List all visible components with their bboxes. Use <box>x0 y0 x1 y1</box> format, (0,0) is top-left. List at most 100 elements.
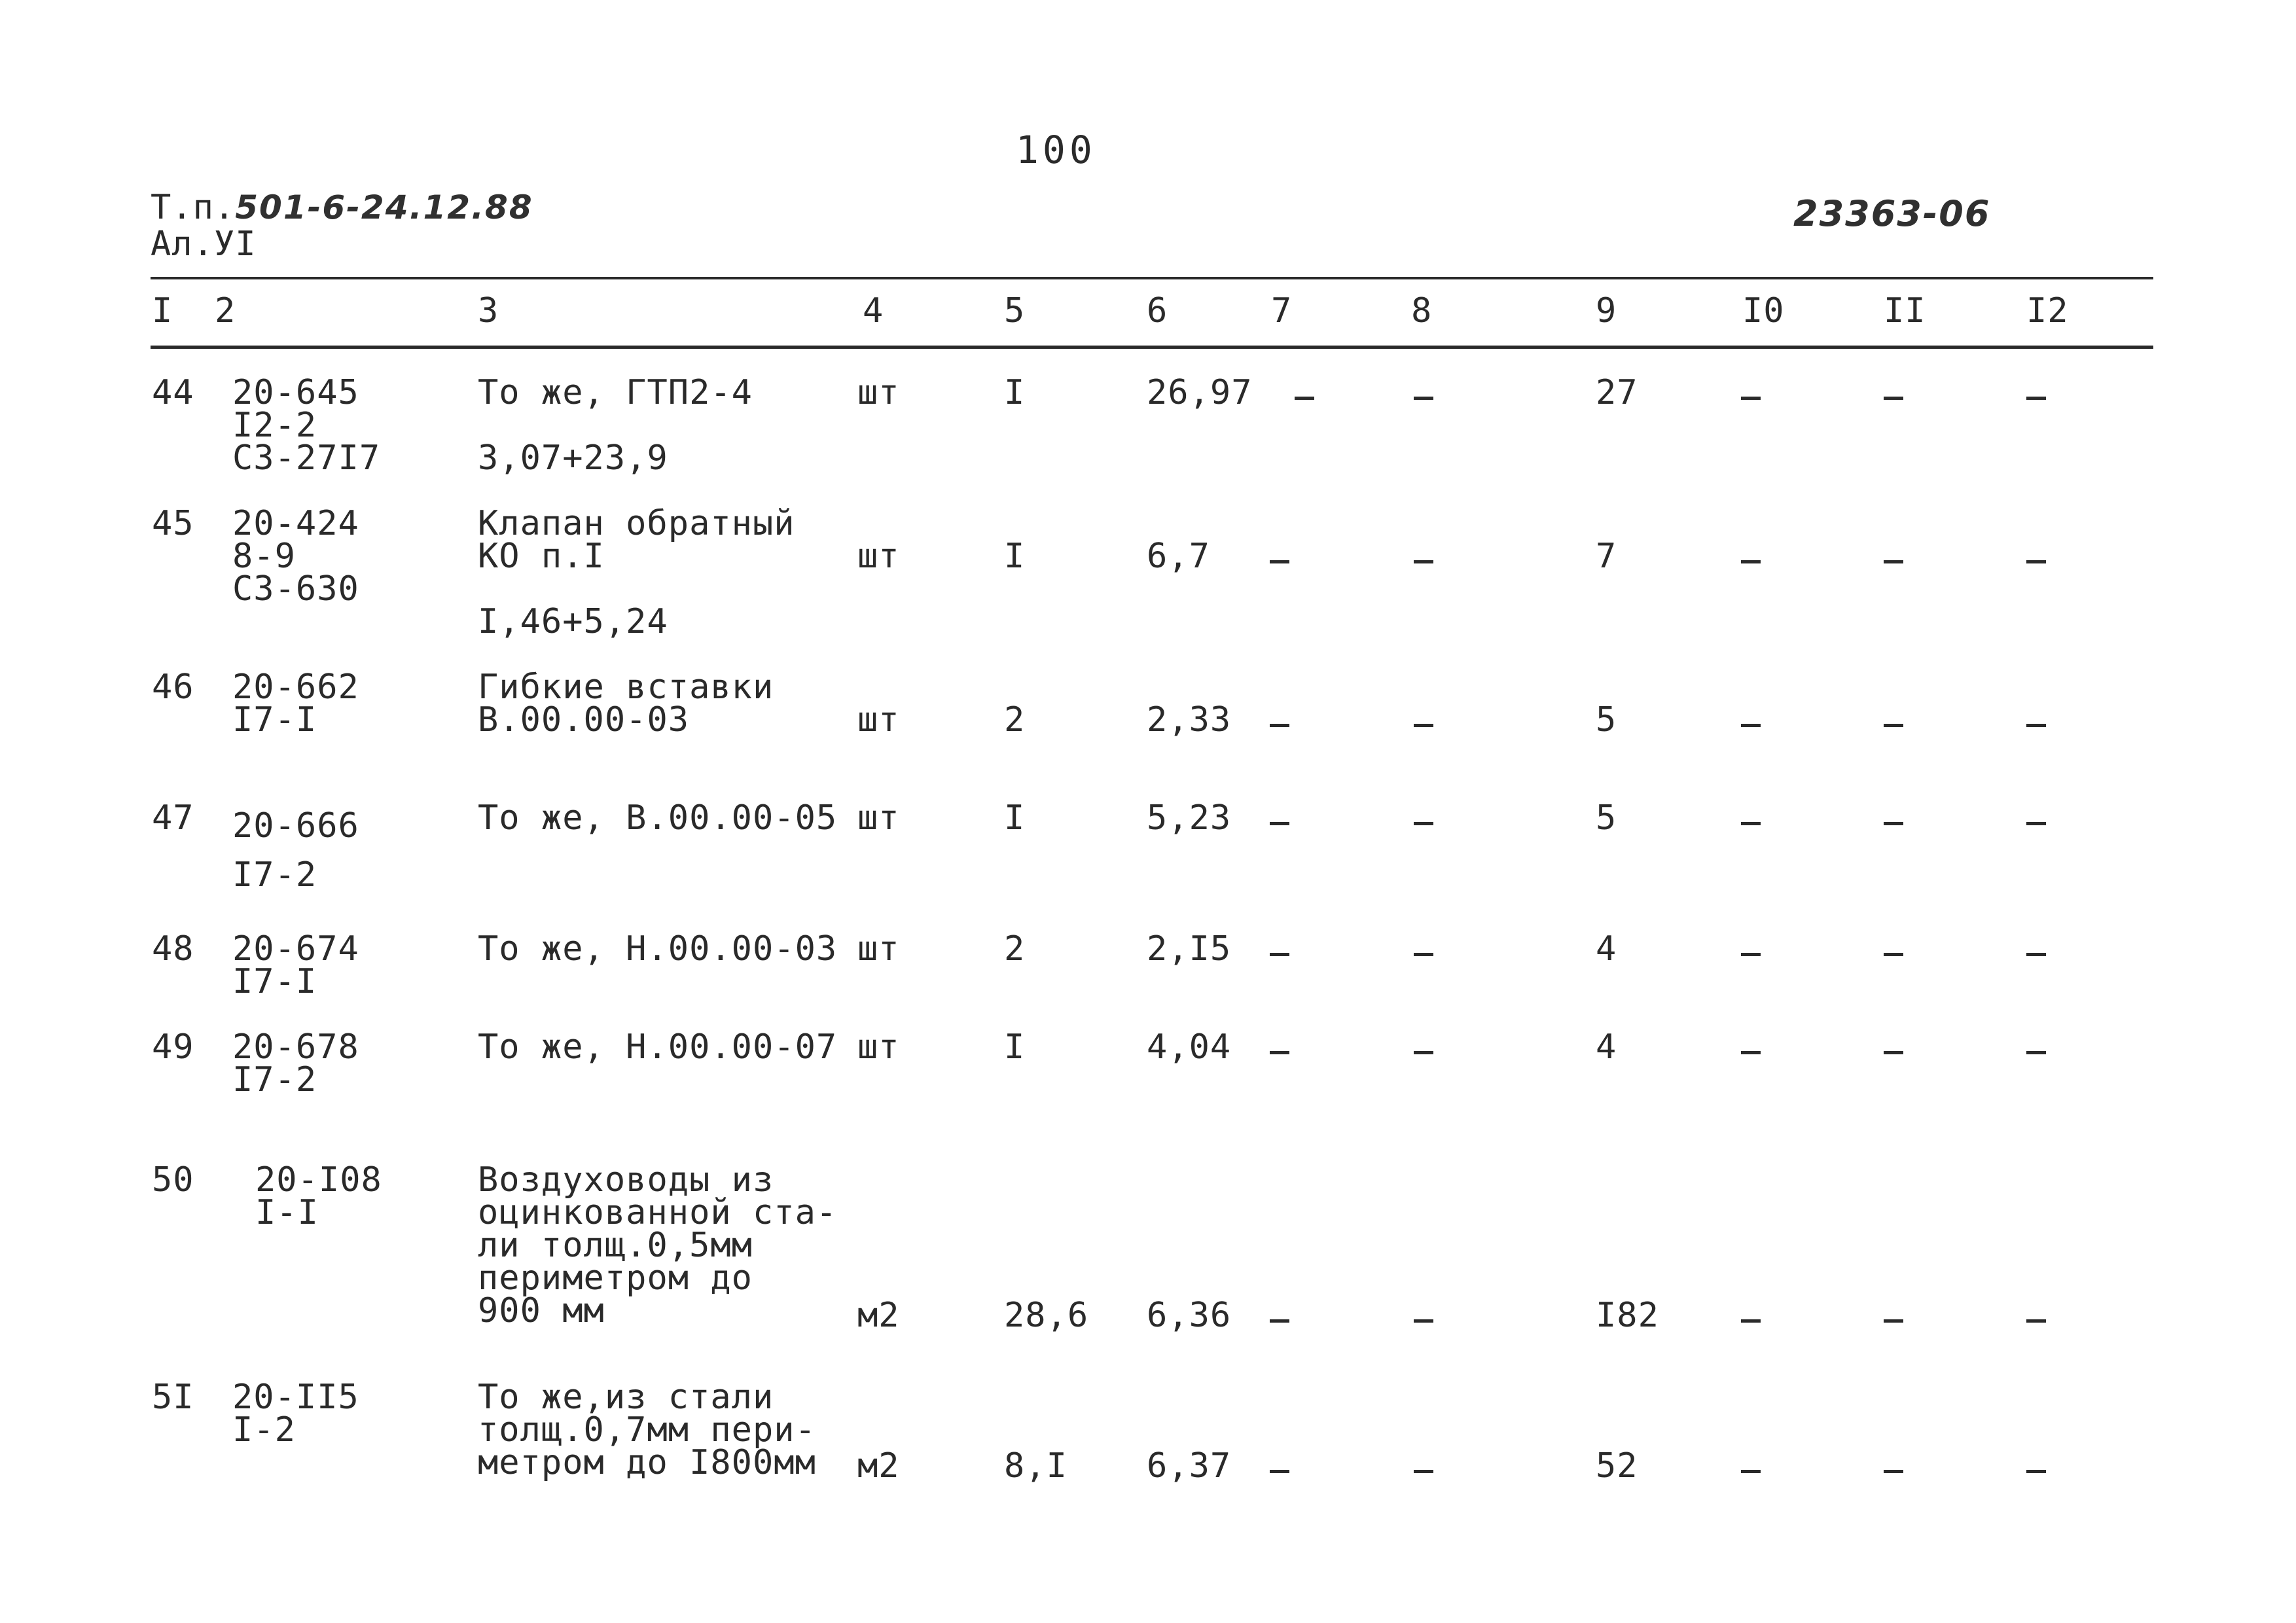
dash-col12 <box>2026 1051 2046 1054</box>
item-name: То же, ГТП2-4 <box>478 373 753 412</box>
total-value: 4 <box>1596 929 1617 969</box>
norm-code: 20-662 I7-I <box>232 668 359 740</box>
unit: шт <box>857 798 900 838</box>
dash-col12 <box>2026 397 2046 400</box>
unit-price: 6,7 <box>1147 537 1210 576</box>
dash-col7 <box>1295 397 1314 400</box>
row-number: 47 <box>152 798 194 838</box>
unit: м2 <box>857 1446 900 1486</box>
col-header-2: 2 <box>215 291 236 330</box>
dash-col8 <box>1414 1051 1433 1054</box>
total-value: 5 <box>1596 700 1617 740</box>
total-value: 4 <box>1596 1027 1617 1067</box>
unit-price: 5,23 <box>1147 798 1232 838</box>
dash-col11 <box>1884 1319 1903 1323</box>
unit-price: 26,97 <box>1147 373 1253 412</box>
norm-code: 20-678 I7-2 <box>232 1027 359 1099</box>
item-name: Воздуховоды из оцинкованной ста- ли толщ… <box>478 1160 838 1330</box>
unit: шт <box>857 929 900 969</box>
col-header-10: I0 <box>1742 291 1785 330</box>
unit-price: 6,37 <box>1147 1446 1232 1486</box>
total-value: I82 <box>1596 1296 1659 1335</box>
norm-code: 20-II5 I-2 <box>232 1378 359 1450</box>
header-rule-top <box>151 277 2153 279</box>
col-header-1: I <box>152 291 173 330</box>
dash-col7 <box>1270 822 1289 825</box>
quantity: 28,6 <box>1004 1296 1089 1335</box>
dash-col11 <box>1884 953 1903 956</box>
dash-col7 <box>1270 1319 1289 1323</box>
dash-col12 <box>2026 953 2046 956</box>
row-number: 48 <box>152 929 194 969</box>
page-number: 100 <box>1016 128 1096 172</box>
unit-price: 2,33 <box>1147 700 1232 740</box>
quantity: I <box>1004 537 1026 576</box>
total-value: 5 <box>1596 798 1617 838</box>
norm-code: 20-666 I7-2 <box>232 806 359 895</box>
dash-col8 <box>1414 1319 1433 1323</box>
dash-col12 <box>2026 822 2046 825</box>
item-name: То же, В.00.00-05 <box>478 798 838 838</box>
dash-col7 <box>1270 560 1289 563</box>
row-number: 45 <box>152 504 194 543</box>
unit: шт <box>857 373 900 412</box>
quantity: 2 <box>1004 700 1026 740</box>
row-number: 44 <box>152 373 194 412</box>
quantity: 2 <box>1004 929 1026 969</box>
album-label: Ал.УI <box>151 224 257 264</box>
norm-code: 20-645 I2-2 С3-27I7 <box>232 373 381 478</box>
dash-col10 <box>1741 1051 1761 1054</box>
dash-col11 <box>1884 560 1903 563</box>
norm-code: 20-674 I7-I <box>232 929 359 1001</box>
dash-col8 <box>1414 822 1433 825</box>
row-number: 50 <box>152 1160 194 1200</box>
col-header-9: 9 <box>1596 291 1617 330</box>
dash-col12 <box>2026 724 2046 727</box>
dash-col12 <box>2026 1319 2046 1323</box>
dash-col7 <box>1270 724 1289 727</box>
project-reference: Т.п.501-6-24.12.88 <box>151 188 533 227</box>
col-header-3: 3 <box>478 291 499 330</box>
quantity: I <box>1004 798 1026 838</box>
unit: шт <box>857 537 900 576</box>
dash-col7 <box>1270 953 1289 956</box>
dash-col10 <box>1741 1470 1761 1473</box>
dash-col11 <box>1884 822 1903 825</box>
col-header-11: II <box>1884 291 1926 330</box>
price-breakdown: I,46+5,24 <box>478 602 668 641</box>
dash-col7 <box>1270 1470 1289 1473</box>
item-name: То же, Н.00.00-03 <box>478 929 838 969</box>
quantity: I <box>1004 1027 1026 1067</box>
col-header-8: 8 <box>1411 291 1433 330</box>
row-number: 5I <box>152 1378 194 1417</box>
norm-code: 20-I08 I-I <box>255 1160 382 1232</box>
dash-col11 <box>1884 1470 1903 1473</box>
item-name: То же, Н.00.00-07 <box>478 1027 838 1067</box>
dash-col10 <box>1741 953 1761 956</box>
col-header-12: I2 <box>2026 291 2069 330</box>
item-name: Гибкие вставки В.00.00-03 <box>478 668 774 740</box>
unit: шт <box>857 1027 900 1067</box>
dash-col10 <box>1741 560 1761 563</box>
unit: м2 <box>857 1296 900 1335</box>
dash-col8 <box>1414 560 1433 563</box>
col-header-5: 5 <box>1004 291 1026 330</box>
dash-col10 <box>1741 1319 1761 1323</box>
norm-code: 20-424 8-9 С3-630 <box>232 504 359 609</box>
item-name: То же,из стали толщ.0,7мм пери- метром д… <box>478 1378 816 1482</box>
project-prefix: Т.п. <box>151 188 236 227</box>
dash-col11 <box>1884 724 1903 727</box>
quantity: I <box>1004 373 1026 412</box>
dash-col10 <box>1741 397 1761 400</box>
dash-col8 <box>1414 724 1433 727</box>
row-number: 49 <box>152 1027 194 1067</box>
dash-col7 <box>1270 1051 1289 1054</box>
unit-price: 4,04 <box>1147 1027 1232 1067</box>
dash-col8 <box>1414 397 1433 400</box>
col-header-4: 4 <box>863 291 884 330</box>
total-value: 27 <box>1596 373 1638 412</box>
dash-col8 <box>1414 953 1433 956</box>
unit-price: 6,36 <box>1147 1296 1232 1335</box>
unit-price: 2,I5 <box>1147 929 1232 969</box>
dash-col11 <box>1884 397 1903 400</box>
